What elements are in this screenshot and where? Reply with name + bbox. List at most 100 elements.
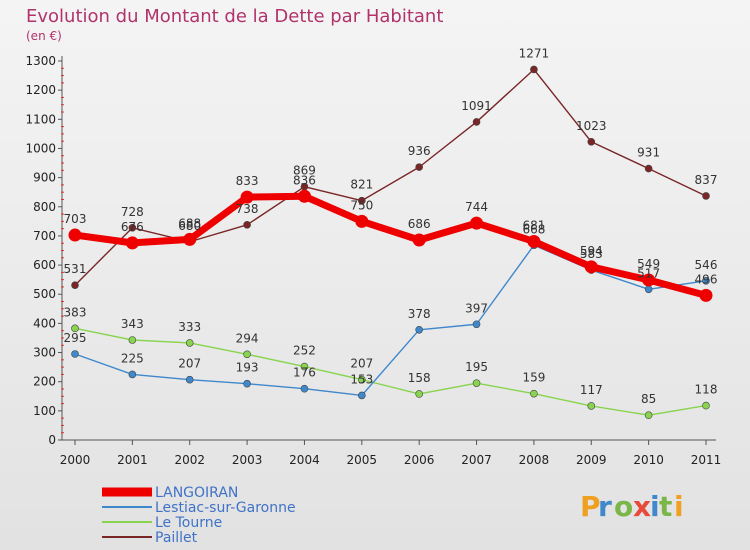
series-line-Paillet — [74, 68, 707, 286]
logo-letter-i2: i — [674, 490, 684, 523]
logo-letter-r: r — [598, 490, 612, 523]
point-Le Tourne — [185, 339, 194, 347]
data-label-Paillet: 680 — [178, 219, 201, 233]
data-label-LANGOIRAN: 688 — [178, 216, 201, 230]
y-tick-label: 400 — [33, 316, 56, 330]
data-label-Lestiac-sur-Garonne: 546 — [695, 258, 718, 272]
y-tick-label: 300 — [33, 346, 56, 360]
y-tick-label: 500 — [33, 287, 56, 301]
point-Le Tourne — [644, 411, 653, 420]
axes: 0 100 200 300 400 500 600 700 800 900 1000 1100 1200… — [25, 54, 721, 467]
logo-letter-i: i — [650, 490, 660, 523]
point-Paillet — [128, 223, 137, 232]
y-tick-label: 200 — [33, 375, 56, 389]
data-label-Lestiac-sur-Garonne: 397 — [465, 301, 488, 315]
data-label-Le Tourne: 383 — [64, 305, 87, 319]
y-tick-label: 1200 — [25, 83, 56, 97]
point-Lestiac-sur-Garonne — [185, 375, 194, 384]
logo-letter-P: P — [580, 490, 601, 523]
data-label-Le Tourne: 343 — [121, 317, 144, 331]
x-tick-label: 2004 — [289, 453, 320, 467]
point-LANGOIRAN — [240, 190, 254, 204]
data-label-Lestiac-sur-Garonne: 378 — [408, 307, 431, 321]
point-Lestiac-sur-Garonne — [243, 379, 251, 388]
logo-letter-t: t — [659, 490, 672, 523]
data-label-Paillet: 738 — [236, 202, 259, 216]
point-LANGOIRAN — [699, 288, 713, 302]
x-tick-label: 2006 — [404, 453, 435, 467]
y-tick-label: 800 — [33, 200, 56, 214]
point-Lestiac-sur-Garonne — [358, 391, 366, 400]
proxiti-logo: P r o x i t i — [580, 490, 684, 523]
point-Paillet — [415, 163, 423, 171]
series-line-LANGOIRAN — [74, 192, 707, 299]
data-label-Le Tourne: 85 — [641, 392, 656, 406]
point-LANGOIRAN — [355, 214, 369, 228]
data-label-Paillet: 531 — [64, 262, 87, 276]
data-label-Paillet: 837 — [695, 173, 718, 187]
data-label-Lestiac-sur-Garonne: 153 — [350, 372, 373, 386]
point-Lestiac-sur-Garonne — [644, 285, 653, 294]
data-label-Le Tourne: 252 — [293, 344, 316, 358]
data-label-Lestiac-sur-Garonne: 295 — [64, 331, 87, 345]
point-Paillet — [702, 192, 710, 200]
data-label-Lestiac-sur-Garonne: 668 — [522, 222, 545, 236]
point-LANGOIRAN — [183, 232, 197, 246]
data-label-Lestiac-sur-Garonne: 225 — [121, 351, 144, 365]
x-tick-label: 2009 — [576, 453, 607, 467]
data-label-Le Tourne: 158 — [408, 371, 431, 385]
data-label-LANGOIRAN: 836 — [293, 173, 316, 187]
data-label-Paillet: 869 — [293, 164, 316, 178]
point-Lestiac-sur-Garonne — [472, 320, 481, 329]
data-label-Lestiac-sur-Garonne: 517 — [637, 266, 660, 280]
data-label-LANGOIRAN: 676 — [121, 220, 144, 234]
data-label-LANGOIRAN: 833 — [236, 174, 259, 188]
data-label-LANGOIRAN: 686 — [408, 217, 431, 231]
y-tick-label: 1100 — [25, 112, 56, 126]
point-LANGOIRAN — [68, 228, 82, 242]
data-label-Paillet: 1023 — [576, 119, 607, 133]
point-LANGOIRAN — [642, 273, 656, 287]
data-label-Lestiac-sur-Garonne: 207 — [178, 357, 201, 371]
y-tick-label: 100 — [33, 404, 56, 418]
data-label-Lestiac-sur-Garonne: 583 — [580, 247, 603, 261]
x-tick-label: 2005 — [347, 453, 378, 467]
data-label-LANGOIRAN: 744 — [465, 200, 488, 214]
data-label-Paillet: 728 — [121, 205, 144, 219]
logo-letter-o: o — [614, 490, 633, 523]
point-LANGOIRAN — [470, 216, 484, 230]
point-Paillet — [530, 65, 538, 74]
data-label-LANGOIRAN: 549 — [637, 257, 660, 271]
data-label-Paillet: 821 — [350, 178, 373, 192]
point-LANGOIRAN — [412, 233, 426, 247]
point-Le Tourne — [472, 379, 481, 387]
point-Paillet — [644, 164, 653, 173]
x-tick-label: 2007 — [461, 453, 492, 467]
data-label-Le Tourne: 195 — [465, 360, 488, 374]
point-Lestiac-sur-Garonne — [300, 384, 309, 393]
legend-label-Lestiac-sur-Garonne: Lestiac-sur-Garonne — [155, 500, 296, 516]
data-label-Le Tourne: 117 — [580, 383, 603, 397]
y-tick-label: 1000 — [25, 141, 56, 155]
data-label-Le Tourne: 159 — [522, 371, 545, 385]
data-label-Le Tourne: 207 — [350, 357, 373, 371]
series-line-Lestiac-sur-Garonne — [74, 244, 707, 397]
point-Le Tourne — [243, 350, 251, 359]
point-Paillet — [358, 196, 366, 205]
data-label-Paillet: 1091 — [461, 99, 492, 113]
point-Le Tourne — [128, 336, 137, 344]
chart-subtitle: (en €) — [26, 29, 62, 43]
legend-label-Le Tourne: Le Tourne — [155, 515, 222, 531]
x-tick-label: 2002 — [174, 453, 205, 467]
point-LANGOIRAN — [527, 234, 541, 248]
data-label-Lestiac-sur-Garonne: 176 — [293, 366, 316, 380]
point-Lestiac-sur-Garonne — [128, 370, 137, 379]
x-tick-label: 2011 — [691, 453, 722, 467]
y-tick-label: 900 — [33, 171, 56, 185]
x-tick-label: 2003 — [232, 453, 263, 467]
data-label-Le Tourne: 333 — [178, 320, 201, 334]
data-label-Lestiac-sur-Garonne: 193 — [236, 361, 259, 375]
x-tick-label: 2010 — [633, 453, 664, 467]
